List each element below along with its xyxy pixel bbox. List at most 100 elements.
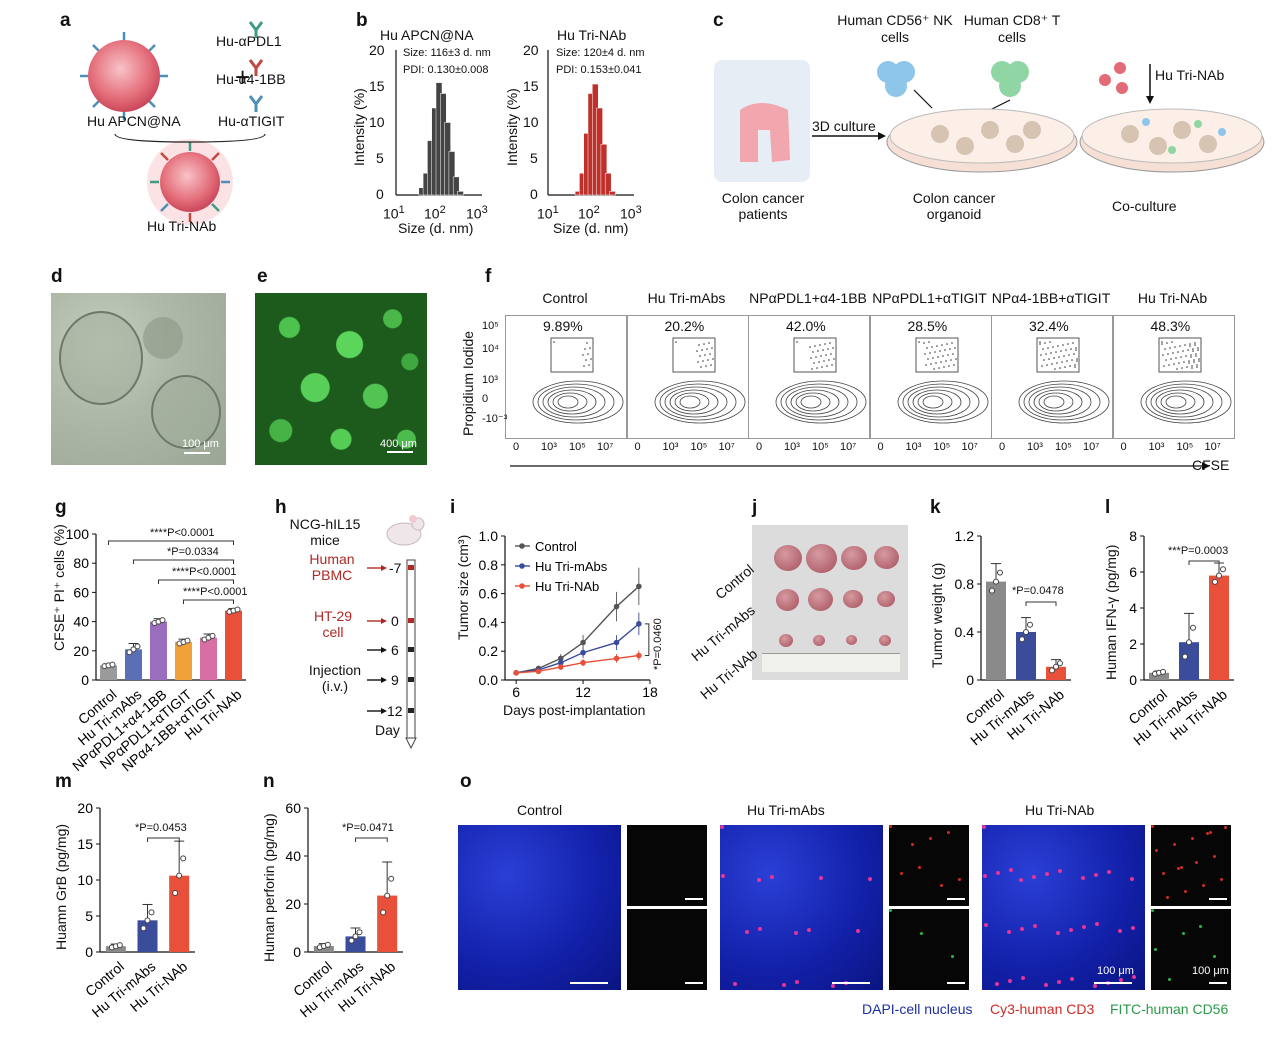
event-dot	[1182, 361, 1185, 363]
event-dot	[941, 355, 944, 357]
y-tick-label: 20	[77, 800, 93, 816]
event-dot	[933, 351, 936, 353]
fitc-channel-image	[627, 909, 707, 990]
y-tick-label: 0.2	[479, 643, 499, 659]
nk-cells-icon	[877, 61, 915, 97]
event-dot	[702, 343, 705, 345]
cd3-cell-dot	[1093, 984, 1097, 988]
contour-line	[532, 380, 624, 424]
cd3-cell-dot	[1094, 873, 1098, 877]
y-tick-label: 10	[523, 114, 539, 130]
event-dot	[816, 367, 818, 369]
cd3-cell-dot	[1119, 978, 1123, 982]
g-stat-3: ****P<0.0001	[172, 566, 237, 578]
f-y-tick: -10⁻³	[482, 413, 508, 425]
colon-patients-label: Colon cancer patients	[721, 190, 805, 222]
data-point	[159, 617, 166, 624]
event-dot	[586, 342, 588, 344]
bar	[137, 920, 158, 952]
cd3-signal-dot	[1195, 861, 1198, 864]
contour-line	[1043, 395, 1065, 409]
b-left-pdi: PDI: 0.130±0.008	[403, 64, 489, 76]
y-tick-label: 20	[73, 643, 89, 659]
panel-label-b: b	[356, 10, 368, 31]
data-point	[209, 632, 216, 639]
y-tick-label: 8	[1129, 528, 1137, 544]
data-point	[116, 942, 123, 949]
event-dot	[1161, 354, 1164, 356]
event-dot	[1057, 345, 1059, 347]
scale-bar	[1094, 982, 1132, 984]
cd3-cell-dot	[1032, 875, 1036, 879]
event-dot	[810, 357, 812, 359]
event-dot	[699, 366, 702, 368]
event-dot	[1053, 357, 1055, 359]
contour-line	[1028, 386, 1092, 418]
event-dot	[1058, 356, 1060, 358]
event-dot	[1162, 365, 1165, 367]
data-point	[180, 855, 187, 862]
event-dot	[1165, 342, 1168, 344]
f-x-tick: 10³	[662, 441, 679, 453]
y-tick-label: 0.8	[955, 576, 975, 592]
cd3-cell-dot	[1009, 868, 1013, 872]
tumor-photo	[752, 525, 908, 680]
data-point	[1019, 636, 1025, 643]
event-dot	[1190, 367, 1193, 369]
event-dot	[1167, 364, 1170, 366]
data-point	[134, 643, 141, 650]
h-injection-label: Injection (i.v.)	[308, 662, 362, 694]
event-dot	[950, 342, 953, 344]
cd3-cell-dot	[1081, 876, 1085, 880]
flow-contour	[1140, 337, 1231, 424]
event-dot	[953, 347, 956, 349]
cd3-signal-dot	[1184, 890, 1187, 893]
bar	[200, 637, 217, 680]
event-dot	[927, 341, 930, 343]
cd56-signal-dot	[1168, 978, 1171, 981]
significance-bracket	[355, 837, 388, 842]
cd3-cell-dot	[1130, 877, 1134, 881]
contour-line	[547, 389, 597, 415]
m-stat: *P=0.0453	[135, 822, 187, 834]
tri-nab-nanoparticle	[147, 139, 233, 225]
cd3-signal-dot	[1206, 832, 1209, 835]
contour-line	[1155, 389, 1204, 415]
contour-line	[785, 386, 849, 418]
antibody-41bb-icon	[248, 59, 264, 76]
contour-line	[917, 392, 952, 412]
event-dot	[811, 368, 813, 370]
bar	[1016, 632, 1036, 680]
cd3-cell-dot	[795, 980, 799, 984]
event-dot	[831, 364, 833, 366]
event-dot	[696, 361, 699, 363]
flow-plot	[1112, 315, 1235, 439]
y-tick-label: 20	[369, 42, 385, 58]
panel-label-k: k	[930, 497, 941, 518]
event-dot	[817, 350, 819, 352]
event-dot	[938, 350, 941, 352]
t-cells-icon	[991, 61, 1029, 97]
panel-label-c: c	[713, 10, 724, 31]
panel-label-j: j	[752, 497, 758, 518]
event-dot	[1163, 348, 1166, 350]
cd3-signal-dot	[1173, 843, 1176, 846]
event-dot	[1065, 349, 1067, 351]
event-dot	[932, 368, 935, 370]
3d-culture-label: 3D culture	[812, 118, 876, 134]
b-right-title: Hu Tri-NAb	[557, 27, 627, 43]
cd3-signal-dot	[1220, 878, 1223, 881]
y-tick-label: 0	[376, 186, 384, 202]
b-right-pdi: PDI: 0.153±0.041	[556, 64, 642, 76]
flow-contour	[654, 337, 745, 424]
y-tick-label: 0	[530, 186, 538, 202]
f-y-tick: 10⁴	[482, 343, 499, 355]
panel-label-d: d	[51, 266, 63, 287]
k-stat: *P=0.0478	[1012, 585, 1064, 597]
event-dot	[819, 344, 821, 346]
data-point	[636, 652, 642, 659]
f-group-header: Hu Tri-mAbs	[647, 290, 726, 306]
event-dot	[1195, 366, 1198, 368]
event-dot	[1187, 360, 1190, 362]
event-dot	[1074, 366, 1076, 368]
